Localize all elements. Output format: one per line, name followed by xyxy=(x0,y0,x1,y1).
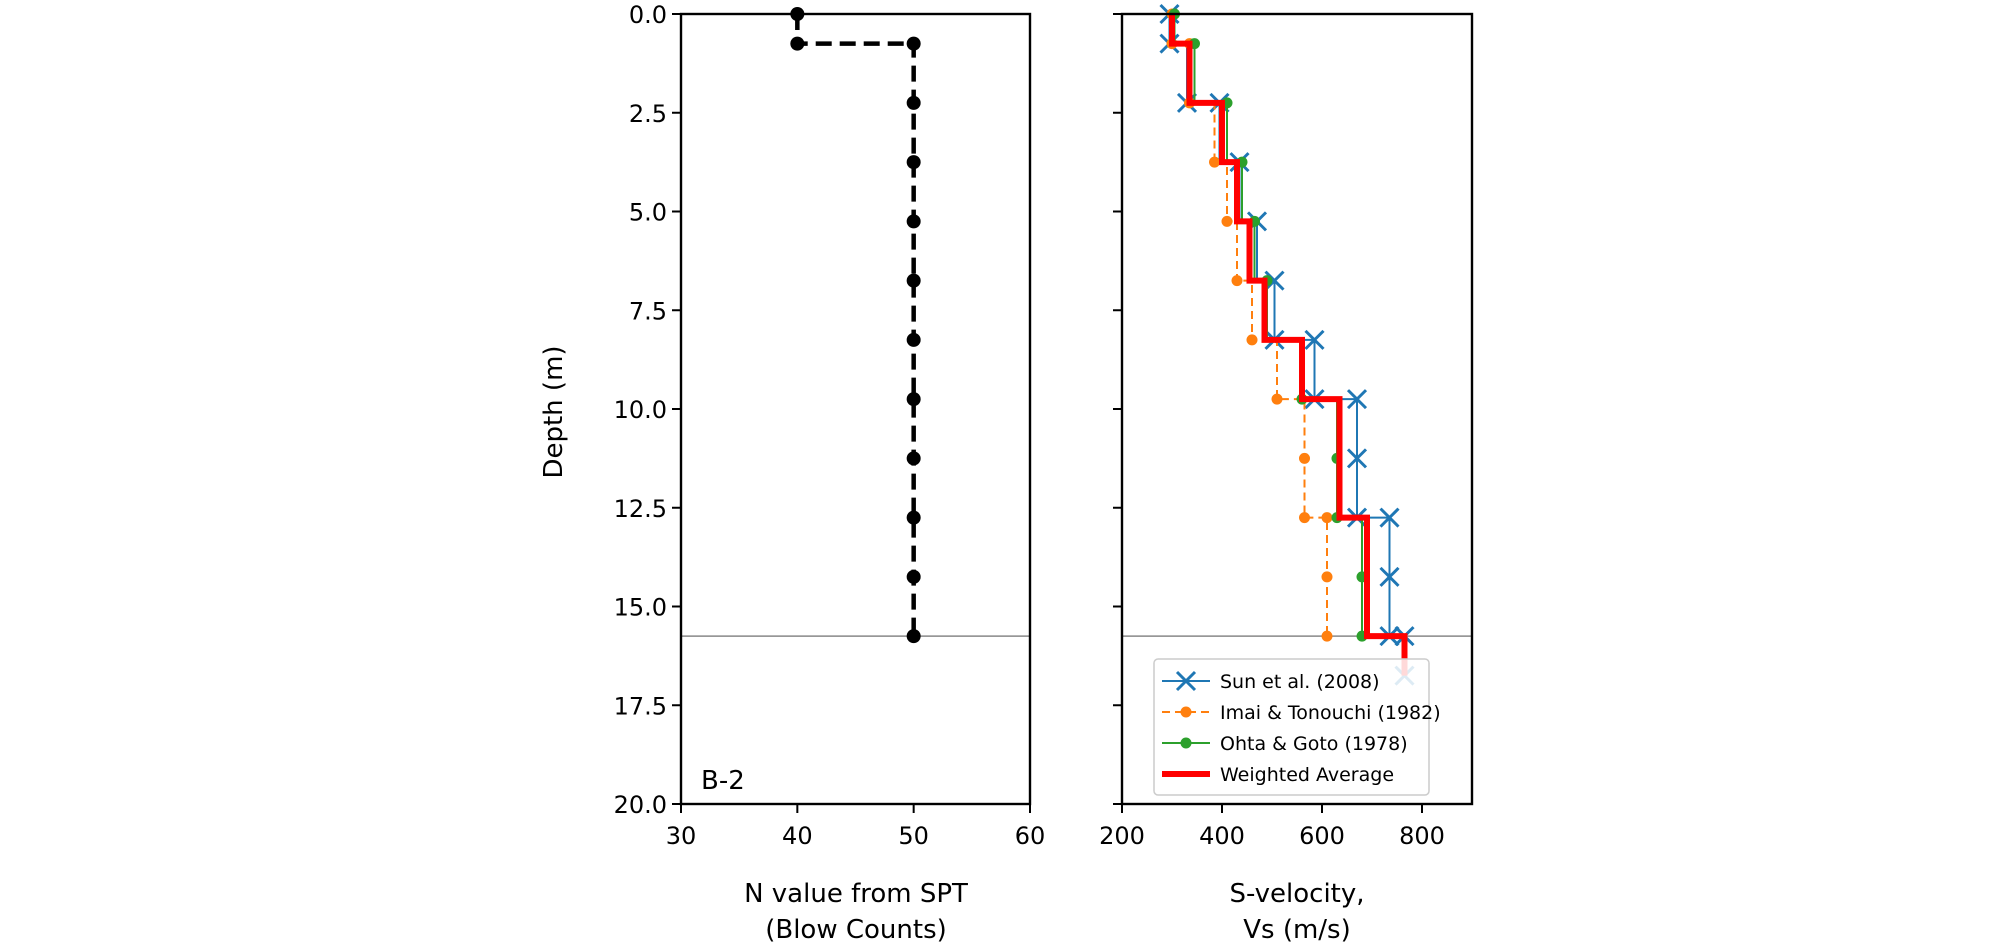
legend-item-ohta-goto-1978: Ohta & Goto (1978) xyxy=(1162,733,1408,755)
velocity-x-ticks: 200 400 600 800 xyxy=(1099,804,1445,850)
imai-tonouchi-1982-marker xyxy=(1299,512,1310,524)
legend-frame xyxy=(1153,658,1430,796)
legend-marker-sun-et-al-2008-stroke xyxy=(1175,670,1197,692)
spt-axes-frame xyxy=(679,12,1032,806)
spt-data-point xyxy=(906,569,921,584)
spt-data-point xyxy=(906,451,921,466)
spt-x-tick-label: 60 xyxy=(1015,822,1046,850)
sun-et-al-2008-marker xyxy=(1264,270,1285,291)
legend-item-weighted-average: Weighted Average xyxy=(1162,764,1394,786)
sun-et-al-2008-marker xyxy=(1346,389,1368,410)
spt-y-tick-label: 12.5 xyxy=(614,495,667,523)
spt-x-axis-label-line1: N value from SPT xyxy=(744,879,968,909)
sun-et-al-2008-marker-stroke xyxy=(1379,507,1400,528)
spt-data-point xyxy=(906,273,921,288)
velocity-legend: Sun et al. (2008) Imai & Tonouchi (1982) O… xyxy=(1153,658,1441,796)
spt-data-point xyxy=(906,332,921,347)
imai-tonouchi-1982-marker xyxy=(1231,275,1243,287)
ohta-goto-1978-line xyxy=(1173,14,1363,637)
legend-items: Sun et al. (2008) Imai & Tonouchi (1982) O… xyxy=(1162,670,1441,786)
spt-data-point xyxy=(906,510,921,525)
spt-panel: 0.0 2.5 5.0 7.5 10.0 12.5 15.0 17.5 20.0 30 40 50 6… xyxy=(614,1,1046,945)
spt-plot-area xyxy=(681,7,1030,644)
weighted-average-line xyxy=(1169,14,1408,676)
spt-x-tick-label: 30 xyxy=(666,822,697,850)
legend-label-weighted-average: Weighted Average xyxy=(1220,764,1394,786)
imai-tonouchi-1982-marker xyxy=(1271,393,1283,405)
legend-item-sun-et-al-2008: Sun et al. (2008) xyxy=(1162,670,1380,693)
spt-data-point xyxy=(906,629,921,644)
spt-x-tick-label: 40 xyxy=(782,822,813,850)
spt-y-tick-label: 7.5 xyxy=(629,297,667,325)
velocity-x-tick-label: 800 xyxy=(1399,822,1445,850)
spt-data-point xyxy=(906,214,921,229)
spt-x-tick-label: 50 xyxy=(898,822,929,850)
spt-x-ticks: 30 40 50 60 xyxy=(666,804,1046,850)
legend-label-sun-et-al-2008: Sun et al. (2008) xyxy=(1220,671,1380,693)
legend-marker-imai-tonouchi-1982 xyxy=(1180,706,1192,718)
sun-et-al-2008-marker-stroke xyxy=(1346,389,1368,410)
spt-data-point xyxy=(906,392,921,407)
spt-y-tick-label: 20.0 xyxy=(614,791,667,819)
sun-et-al-2008-marker xyxy=(1379,507,1400,528)
sun-et-al-2008-marker xyxy=(1304,329,1325,350)
spt-y-ticks: 0.0 2.5 5.0 7.5 10.0 12.5 15.0 17.5 20.0 xyxy=(614,1,681,819)
imai-tonouchi-1982-marker xyxy=(1221,215,1233,227)
spt-y-tick-label: 2.5 xyxy=(629,100,667,128)
imai-tonouchi-1982-marker xyxy=(1321,512,1333,524)
sun-et-al-2008-marker-stroke xyxy=(1264,270,1285,291)
spt-data-point xyxy=(906,95,921,110)
spt-x-axis-label-line2: (Blow Counts) xyxy=(765,915,947,945)
spt-y-tick-label: 15.0 xyxy=(614,594,667,622)
spt-y-tick-label: 0.0 xyxy=(629,1,667,29)
spt-panel-annotation: B-2 xyxy=(701,766,745,796)
imai-tonouchi-1982-marker xyxy=(1299,452,1310,464)
sun-et-al-2008-marker xyxy=(1346,448,1368,469)
legend-marker-ohta-goto-1978 xyxy=(1180,737,1192,749)
velocity-panel: 200 400 600 800 Sun et al. (2008) Imai & Ton… xyxy=(1099,3,1474,945)
velocity-y-ticks xyxy=(1113,13,1122,805)
spt-y-tick-label: 10.0 xyxy=(614,396,667,424)
velocity-x-tick-label: 600 xyxy=(1299,822,1345,850)
velocity-plot-area xyxy=(1122,3,1472,686)
imai-tonouchi-1982-marker xyxy=(1321,571,1333,583)
spt-data-point xyxy=(906,36,921,51)
sun-et-al-2008-marker-stroke xyxy=(1379,566,1400,587)
legend-label-ohta-goto-1978: Ohta & Goto (1978) xyxy=(1220,733,1408,755)
spt-series-line xyxy=(795,14,916,637)
velocity-x-axis-label-line2: Vs (m/s) xyxy=(1243,915,1351,945)
imai-tonouchi-1982-marker xyxy=(1321,630,1333,642)
imai-tonouchi-1982-marker xyxy=(1209,156,1220,168)
spt-y-tick-label: 17.5 xyxy=(614,692,667,720)
spt-data-point xyxy=(906,155,921,170)
sun-et-al-2008-marker xyxy=(1379,566,1400,587)
velocity-x-tick-label: 400 xyxy=(1199,822,1245,850)
legend-marker-sun-et-al-2008 xyxy=(1175,670,1197,692)
imai-tonouchi-1982-line xyxy=(1171,14,1328,637)
imai-tonouchi-1982-marker xyxy=(1246,334,1258,346)
legend-label-imai-tonouchi-1982: Imai & Tonouchi (1982) xyxy=(1220,702,1441,724)
legend-item-imai-tonouchi-1982: Imai & Tonouchi (1982) xyxy=(1162,702,1441,724)
velocity-x-tick-label: 200 xyxy=(1099,822,1145,850)
sun-et-al-2008-marker-stroke xyxy=(1304,329,1325,350)
sun-et-al-2008-marker-stroke xyxy=(1346,448,1368,469)
y-axis-label: Depth (m) xyxy=(539,345,569,478)
spt-y-tick-label: 5.0 xyxy=(629,199,667,227)
velocity-x-axis-label-line1: S-velocity, xyxy=(1229,879,1364,909)
spt-data-point xyxy=(790,36,805,51)
